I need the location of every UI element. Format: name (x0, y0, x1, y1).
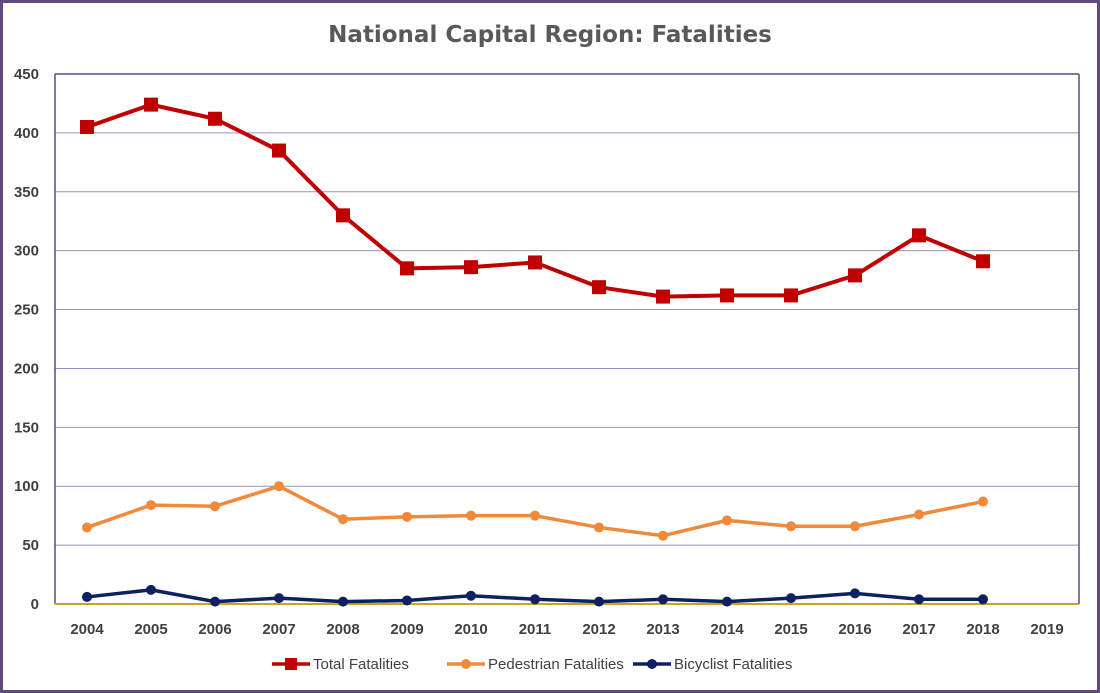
data-point (82, 591, 92, 602)
x-tick-label: 2012 (582, 621, 615, 638)
y-tick-label: 300 (14, 243, 39, 260)
data-point (82, 522, 92, 533)
legend: Total Fatalities Pedestrian Fatalities Bic… (272, 656, 792, 673)
data-point (208, 111, 222, 126)
data-point (338, 596, 348, 607)
legend-marker (461, 659, 471, 669)
data-point (210, 596, 220, 607)
data-point (80, 120, 94, 134)
x-tick-label: 2006 (198, 621, 231, 638)
series-pedestrian-fatalities (82, 481, 988, 541)
x-tick-label: 2019 (1030, 621, 1063, 638)
data-point (530, 594, 540, 605)
legend-item: Total Fatalities (272, 656, 409, 673)
data-point (466, 590, 476, 601)
legend-marker (285, 658, 297, 670)
data-point (850, 521, 860, 532)
series-total-fatalities (80, 97, 990, 304)
y-tick-label: 350 (14, 184, 39, 201)
y-tick-label: 450 (14, 66, 39, 83)
data-point (144, 97, 158, 112)
data-point (464, 260, 478, 275)
x-tick-label: 2007 (262, 621, 295, 638)
data-point (336, 208, 350, 223)
legend-item: Pedestrian Fatalities (447, 656, 624, 673)
data-point (914, 509, 924, 520)
y-axis-ticks: 0 50 100 150 200 250 300 350 400 450 (14, 66, 39, 613)
x-tick-label: 2004 (70, 621, 104, 638)
x-tick-label: 2018 (966, 621, 999, 638)
gridlines (54, 73, 1080, 605)
x-tick-label: 2005 (134, 621, 167, 638)
series-group (80, 97, 990, 607)
x-tick-label: 2009 (390, 621, 423, 638)
data-point (912, 228, 926, 243)
data-point (850, 588, 860, 599)
data-point (722, 596, 732, 607)
data-point (528, 255, 542, 270)
y-tick-label: 250 (14, 302, 39, 319)
data-point (978, 594, 988, 605)
y-tick-label: 400 (14, 125, 39, 142)
x-tick-label: 2014 (710, 621, 744, 638)
x-tick-label: 2010 (454, 621, 487, 638)
data-point (720, 288, 734, 303)
x-tick-label: 2016 (838, 621, 871, 638)
data-point (786, 593, 796, 604)
data-point (530, 510, 540, 521)
series-bicyclist-fatalities (82, 584, 988, 607)
data-point (594, 596, 604, 607)
data-point (210, 501, 220, 512)
data-point (146, 584, 156, 595)
data-point (466, 510, 476, 521)
legend-label: Bicyclist Fatalities (674, 656, 792, 673)
data-point (658, 530, 668, 541)
data-point (976, 254, 990, 269)
data-point (592, 280, 606, 295)
data-point (272, 143, 286, 158)
data-point (402, 595, 412, 606)
y-tick-label: 50 (22, 537, 39, 554)
data-point (848, 268, 862, 283)
x-tick-label: 2015 (774, 621, 807, 638)
legend-item: Bicyclist Fatalities (633, 656, 792, 673)
chart-title: National Capital Region: Fatalities (328, 22, 772, 48)
data-point (914, 594, 924, 605)
data-point (400, 261, 414, 276)
data-point (656, 289, 670, 304)
data-point (274, 481, 284, 492)
y-tick-label: 200 (14, 360, 39, 377)
y-tick-label: 150 (14, 419, 39, 436)
data-point (658, 594, 668, 605)
data-point (594, 522, 604, 533)
data-point (978, 496, 988, 507)
y-tick-label: 100 (14, 478, 39, 495)
data-point (274, 593, 284, 604)
data-point (338, 514, 348, 525)
data-point (722, 515, 732, 526)
data-point (402, 511, 412, 522)
x-axis-ticks: 2004 2005 2006 2007 2008 2009 2010 2011 2012 2013… (70, 621, 1063, 638)
legend-label: Total Fatalities (313, 656, 409, 673)
data-point (784, 288, 798, 303)
x-tick-label: 2017 (902, 621, 935, 638)
x-tick-label: 2008 (326, 621, 359, 638)
y-tick-label: 0 (31, 596, 39, 613)
legend-label: Pedestrian Fatalities (488, 656, 624, 673)
data-point (786, 521, 796, 532)
data-point (146, 500, 156, 511)
legend-marker (647, 659, 657, 669)
x-tick-label: 2011 (519, 621, 552, 638)
x-tick-label: 2013 (646, 621, 679, 638)
